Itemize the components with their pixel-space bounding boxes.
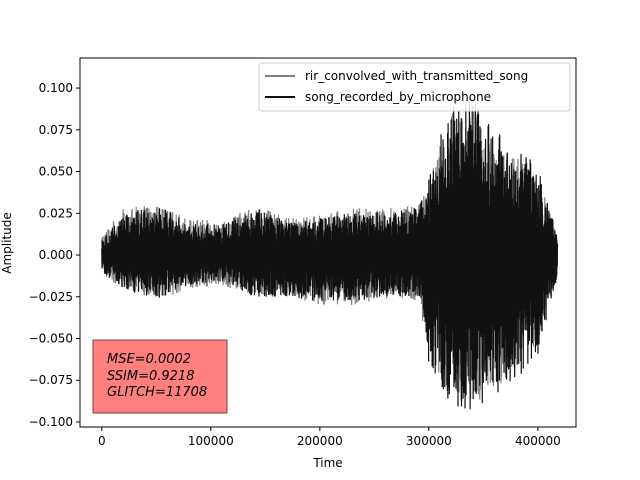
y-tick-label: 0.025 xyxy=(39,206,73,220)
legend-frame xyxy=(258,62,571,112)
metrics-box xyxy=(92,339,228,414)
x-axis: 0 100000 200000 300000 400000 xyxy=(98,427,561,448)
x-tick-label: 200000 xyxy=(297,434,343,448)
y-tick-label: −0.025 xyxy=(29,290,73,304)
metrics-annotation: MSE=0.0002 SSIM=0.9218 GLITCH=11708 xyxy=(92,339,228,414)
y-axis-label: Amplitude xyxy=(0,212,14,274)
metric-mse: MSE=0.0002 xyxy=(107,352,191,367)
x-tick-label: 0 xyxy=(98,434,106,448)
x-axis-label: Time xyxy=(312,456,342,470)
legend-label-rir-convolved: rir_convolved_with_transmitted_song xyxy=(305,69,528,83)
x-tick-label: 300000 xyxy=(406,434,452,448)
y-tick-label: 0.075 xyxy=(39,123,73,137)
series-line-1 xyxy=(101,98,559,410)
x-tick-label: 100000 xyxy=(188,434,234,448)
x-tick-label: 400000 xyxy=(515,434,561,448)
y-tick-label: 0.000 xyxy=(39,248,73,262)
metric-glitch: GLITCH=11708 xyxy=(107,385,207,400)
y-axis: −0.100 −0.075 −0.050 −0.025 0.000 0.025 0.050 0… xyxy=(29,81,80,429)
legend-label-song-recorded: song_recorded_by_microphone xyxy=(305,90,491,104)
metric-ssim: SSIM=0.9218 xyxy=(107,369,194,384)
y-tick-label: 0.050 xyxy=(39,165,73,179)
y-tick-label: −0.100 xyxy=(29,415,73,429)
y-tick-label: −0.050 xyxy=(29,332,73,346)
y-tick-label: −0.075 xyxy=(29,373,73,387)
legend: rir_convolved_with_transmitted_song song… xyxy=(258,62,571,112)
plot-frame xyxy=(79,57,577,428)
y-tick-label: 0.100 xyxy=(39,81,73,95)
series-layer xyxy=(101,98,559,410)
